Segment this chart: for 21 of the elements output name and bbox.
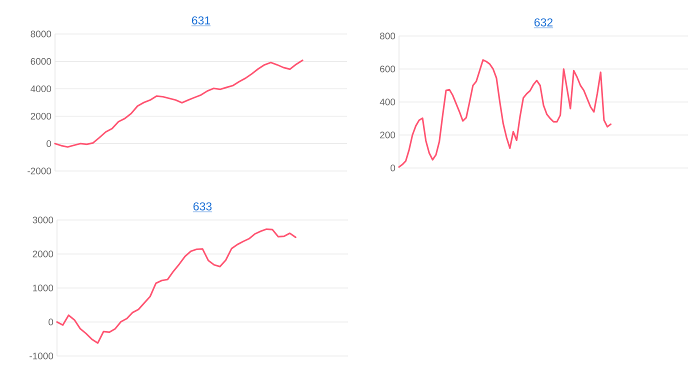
y-tick-label: 600 [380,66,396,72]
y-tick-label: 0 [48,318,54,326]
y-tick-label: 1000 [33,284,54,292]
y-tick-label: 6000 [30,58,52,65]
line-series [56,228,296,344]
y-tick-label: 3000 [32,216,54,224]
y-tick-label: 4000 [30,85,52,92]
y-tick-label: 200 [380,132,396,138]
y-tick-label: 800 [380,32,396,40]
chart-title: 633 [193,202,212,210]
chart-title: 631 [192,16,210,24]
y-tick-label: 2000 [30,112,52,120]
line-series [54,60,304,148]
y-tick-label: 0 [46,140,52,147]
chart-title: 632 [534,18,553,26]
y-tick-label: 400 [380,98,396,106]
y-tick-label: -1000 [30,352,54,360]
y-tick-label: -2000 [28,168,52,174]
y-tick-label: 0 [390,164,396,172]
y-tick-label: 2000 [32,250,54,258]
y-tick-label: 8000 [30,30,52,38]
